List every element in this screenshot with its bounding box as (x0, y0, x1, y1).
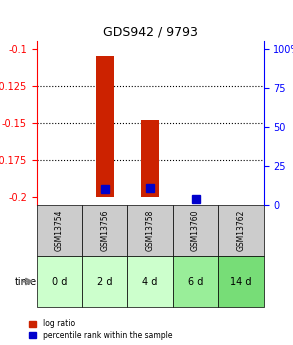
Text: GSM13758: GSM13758 (146, 210, 155, 251)
Text: 4 d: 4 d (142, 276, 158, 286)
FancyBboxPatch shape (173, 205, 218, 256)
Text: GSM13754: GSM13754 (55, 210, 64, 251)
FancyBboxPatch shape (82, 205, 127, 256)
Bar (96, 56, 114, 197)
FancyBboxPatch shape (37, 205, 82, 256)
Text: GSM13762: GSM13762 (236, 210, 246, 251)
Text: 2 d: 2 d (97, 276, 113, 286)
Text: 0 d: 0 d (52, 276, 67, 286)
FancyBboxPatch shape (127, 256, 173, 307)
Text: GSM13760: GSM13760 (191, 210, 200, 251)
FancyBboxPatch shape (218, 205, 264, 256)
FancyBboxPatch shape (173, 256, 218, 307)
Text: 14 d: 14 d (230, 276, 252, 286)
Text: 6 d: 6 d (188, 276, 203, 286)
Title: GDS942 / 9793: GDS942 / 9793 (103, 26, 197, 39)
Legend: log ratio, percentile rank within the sample: log ratio, percentile rank within the sa… (27, 318, 173, 341)
Bar (141, 120, 159, 197)
Text: time: time (14, 276, 37, 286)
FancyBboxPatch shape (218, 256, 264, 307)
FancyBboxPatch shape (82, 256, 127, 307)
FancyBboxPatch shape (37, 256, 82, 307)
FancyBboxPatch shape (127, 205, 173, 256)
Text: GSM13756: GSM13756 (100, 210, 109, 251)
